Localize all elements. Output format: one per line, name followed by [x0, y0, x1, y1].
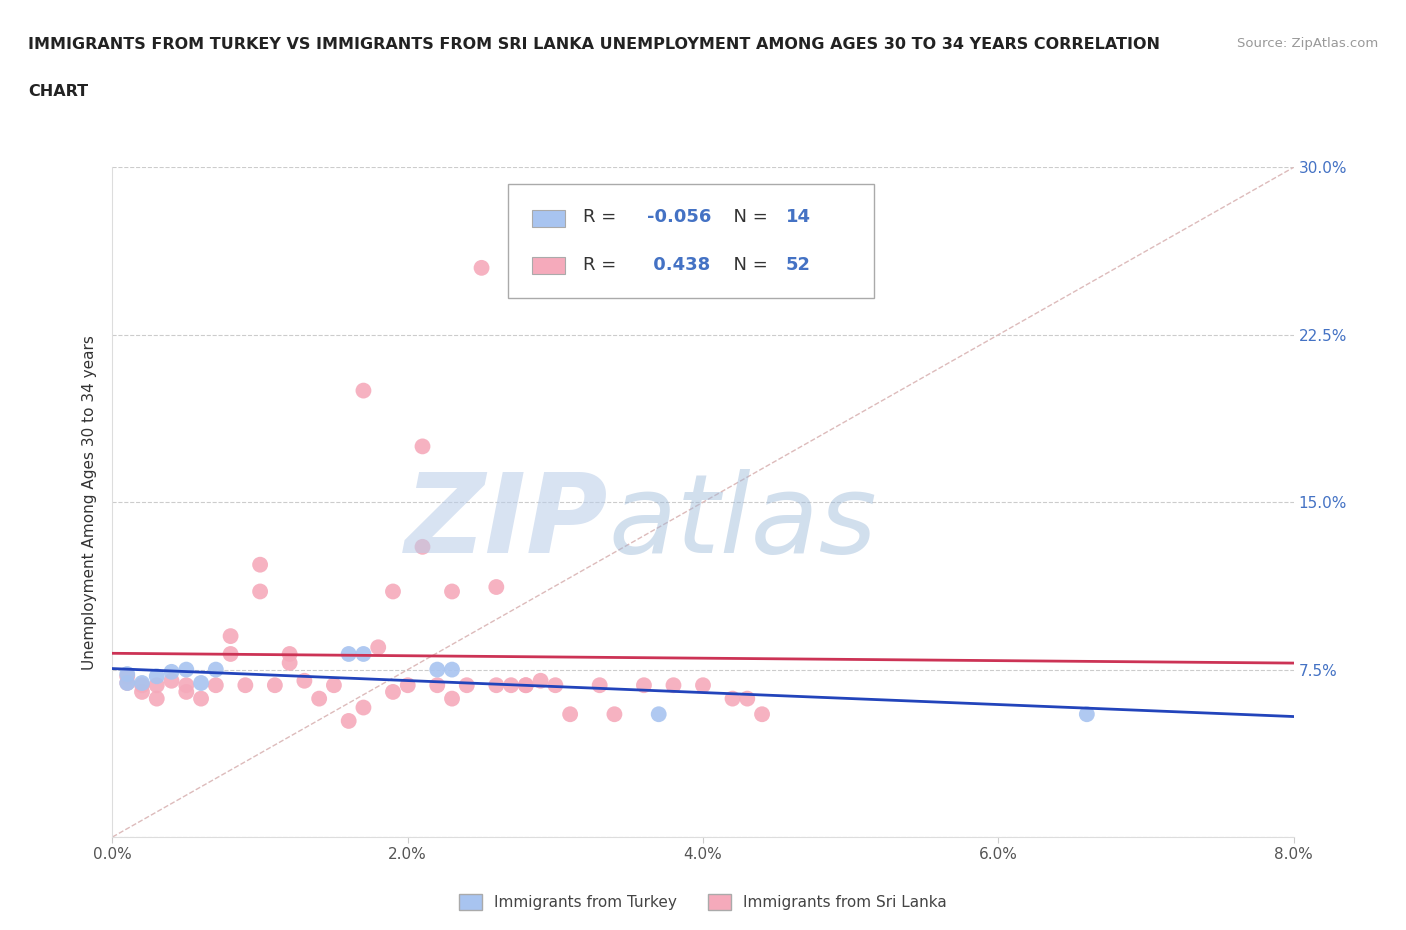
Text: 52: 52	[786, 256, 811, 273]
Point	[117, 667, 138, 682]
Text: N =: N =	[721, 208, 773, 227]
Point	[174, 678, 197, 693]
Point	[160, 664, 183, 679]
Y-axis label: Unemployment Among Ages 30 to 34 years: Unemployment Among Ages 30 to 34 years	[82, 335, 97, 670]
Point	[205, 662, 228, 677]
Text: N =: N =	[721, 256, 773, 273]
Point	[233, 678, 256, 693]
Point	[308, 691, 330, 706]
Point	[278, 646, 301, 661]
Point	[692, 678, 714, 693]
Point	[264, 678, 287, 693]
Point	[441, 584, 464, 599]
Point	[441, 662, 464, 677]
Point	[382, 584, 405, 599]
Point	[174, 684, 197, 699]
Point	[146, 691, 169, 706]
Point	[1076, 707, 1098, 722]
Point	[751, 707, 773, 722]
Point	[205, 678, 228, 693]
Point	[352, 383, 374, 398]
Point	[588, 678, 610, 693]
Point	[352, 700, 374, 715]
Point	[501, 678, 523, 693]
Point	[131, 684, 153, 699]
Point	[131, 678, 153, 693]
Text: R =: R =	[582, 208, 621, 227]
FancyBboxPatch shape	[508, 184, 875, 298]
Point	[160, 673, 183, 688]
Point	[382, 684, 405, 699]
Point	[515, 678, 537, 693]
Point	[367, 640, 389, 655]
Point	[426, 678, 449, 693]
Point	[412, 439, 434, 454]
Text: atlas: atlas	[609, 469, 877, 576]
Point	[337, 646, 360, 661]
Point	[117, 675, 138, 690]
Point	[456, 678, 478, 693]
Point	[292, 673, 315, 688]
Point	[485, 579, 508, 594]
Point	[471, 260, 494, 275]
Point	[117, 675, 138, 690]
Text: -0.056: -0.056	[648, 208, 711, 227]
Point	[544, 678, 567, 693]
Point	[174, 662, 197, 677]
Text: ZIP: ZIP	[405, 469, 609, 576]
Point	[219, 646, 242, 661]
Point	[190, 675, 212, 690]
Point	[560, 707, 582, 722]
Text: 14: 14	[786, 208, 811, 227]
Point	[647, 707, 671, 722]
Point	[131, 675, 153, 690]
Point	[529, 673, 551, 688]
FancyBboxPatch shape	[531, 257, 565, 274]
Text: Source: ZipAtlas.com: Source: ZipAtlas.com	[1237, 37, 1378, 50]
Point	[323, 678, 346, 693]
Point	[249, 584, 271, 599]
Point	[633, 678, 655, 693]
Text: R =: R =	[582, 256, 621, 273]
Point	[396, 678, 419, 693]
Legend: Immigrants from Turkey, Immigrants from Sri Lanka: Immigrants from Turkey, Immigrants from …	[451, 886, 955, 918]
Point	[737, 691, 759, 706]
Point	[662, 678, 685, 693]
Point	[515, 678, 537, 693]
Point	[278, 656, 301, 671]
Text: CHART: CHART	[28, 84, 89, 99]
Point	[117, 669, 138, 684]
Point	[352, 646, 374, 661]
Point	[146, 678, 169, 693]
FancyBboxPatch shape	[531, 210, 565, 227]
Text: IMMIGRANTS FROM TURKEY VS IMMIGRANTS FROM SRI LANKA UNEMPLOYMENT AMONG AGES 30 T: IMMIGRANTS FROM TURKEY VS IMMIGRANTS FRO…	[28, 37, 1160, 52]
Point	[441, 691, 464, 706]
Point	[337, 713, 360, 728]
Point	[412, 539, 434, 554]
Point	[219, 629, 242, 644]
Point	[249, 557, 271, 572]
Text: 0.438: 0.438	[648, 256, 711, 273]
Point	[146, 669, 169, 684]
Point	[190, 691, 212, 706]
Point	[603, 707, 626, 722]
Point	[485, 678, 508, 693]
Point	[721, 691, 744, 706]
Point	[426, 662, 449, 677]
